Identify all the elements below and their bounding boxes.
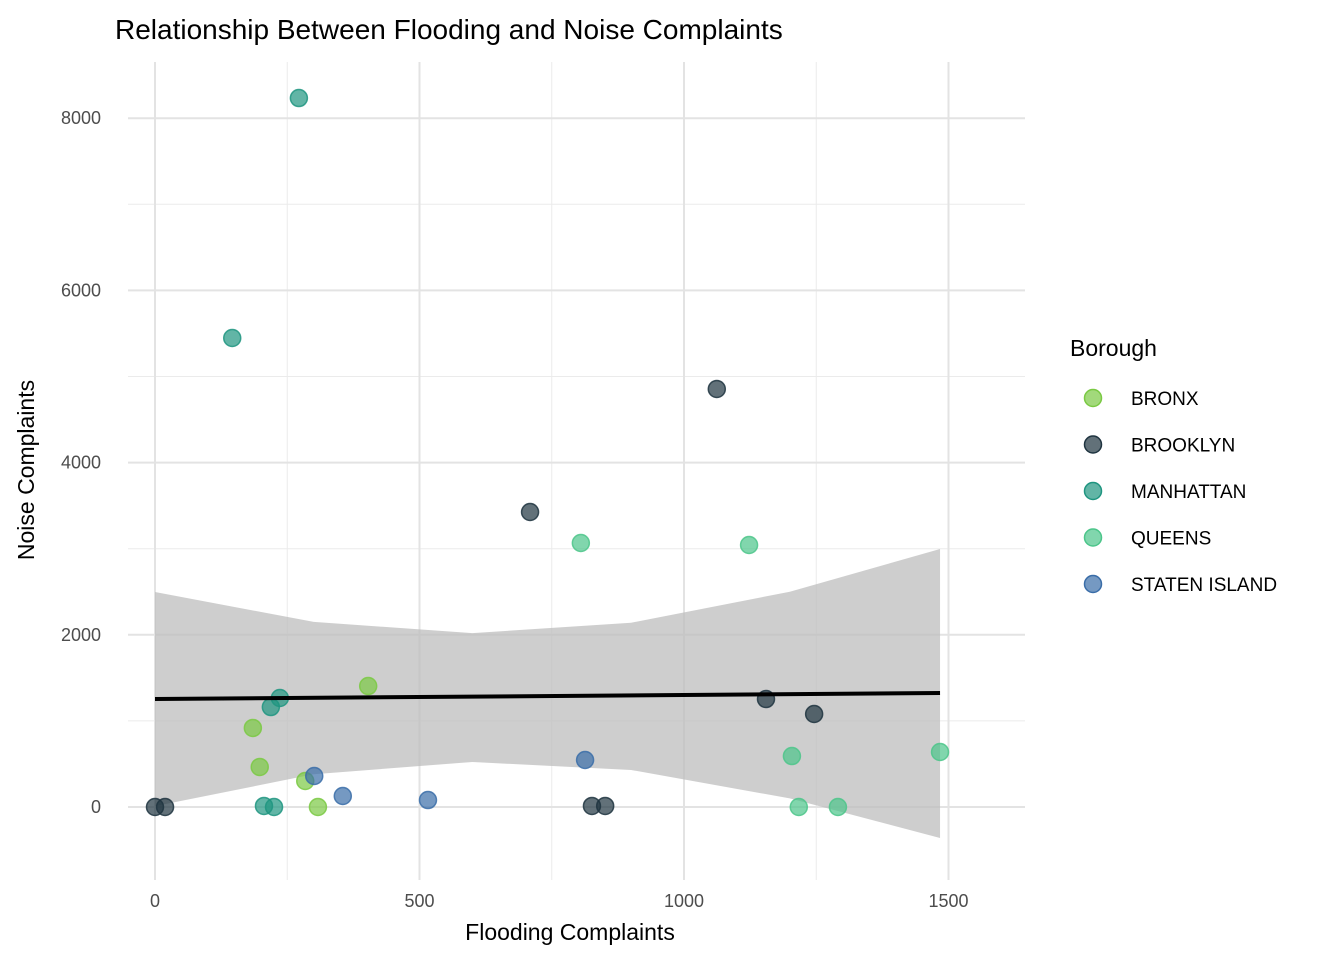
x-tick-label: 500 xyxy=(404,891,434,911)
point-staten-island xyxy=(575,750,595,770)
point-staten-island xyxy=(333,786,353,806)
regression-line xyxy=(154,691,941,702)
point-brooklyn xyxy=(804,704,824,724)
point-bronx xyxy=(250,757,269,777)
point-brooklyn xyxy=(595,796,615,816)
point-brooklyn xyxy=(155,797,175,817)
point-bronx xyxy=(358,676,378,696)
y-axis-label: Noise Complaints xyxy=(13,380,39,560)
point-queens xyxy=(828,797,848,817)
point-manhattan xyxy=(289,88,309,108)
point-manhattan xyxy=(261,697,281,717)
y-tick-label: 8000 xyxy=(61,108,101,128)
point-manhattan xyxy=(222,328,242,348)
legend-key-staten-island xyxy=(1083,574,1103,594)
y-tick-label: 6000 xyxy=(61,280,101,300)
point-brooklyn xyxy=(520,502,540,522)
legend-title: Borough xyxy=(1070,335,1157,361)
legend-label: QUEENS xyxy=(1131,529,1211,550)
x-tick-label: 0 xyxy=(150,891,160,911)
legend-key-queens xyxy=(1083,528,1103,547)
point-queens xyxy=(789,797,809,817)
legend-key-brooklyn xyxy=(1083,435,1103,454)
axis-ticks: 0 500 1000 1500 0 2000 4000 6000 8000 xyxy=(61,108,969,911)
legend: Borough BRONX BROOKLYN MANHATTAN QUEENS STAT… xyxy=(1070,335,1277,596)
legend-key-manhattan xyxy=(1083,481,1103,501)
y-tick-label: 0 xyxy=(91,797,101,817)
point-brooklyn xyxy=(707,379,727,399)
legend-label: BRONX xyxy=(1131,389,1199,410)
point-staten-island xyxy=(304,766,324,786)
confidence-band xyxy=(155,548,941,838)
legend-key-bronx xyxy=(1083,388,1103,408)
point-bronx xyxy=(308,797,328,817)
confidence-band-area xyxy=(155,548,941,838)
point-queens xyxy=(571,533,591,553)
point-bronx xyxy=(243,718,263,738)
x-tick-label: 1000 xyxy=(664,891,704,911)
x-tick-label: 1500 xyxy=(928,891,968,911)
legend-label: BROOKLYN xyxy=(1131,436,1235,457)
point-staten-island xyxy=(418,790,438,810)
point-manhattan xyxy=(264,797,284,817)
chart-title: Relationship Between Flooding and Noise … xyxy=(115,14,783,45)
point-queens xyxy=(930,742,950,762)
legend-label: STATEN ISLAND xyxy=(1131,575,1277,596)
legend-label: MANHATTAN xyxy=(1131,482,1246,503)
y-tick-label: 4000 xyxy=(61,453,101,473)
point-queens xyxy=(782,746,802,766)
trend-line xyxy=(154,691,941,702)
point-queens xyxy=(739,535,759,555)
y-tick-label: 2000 xyxy=(61,625,101,645)
x-axis-label: Flooding Complaints xyxy=(465,919,675,945)
